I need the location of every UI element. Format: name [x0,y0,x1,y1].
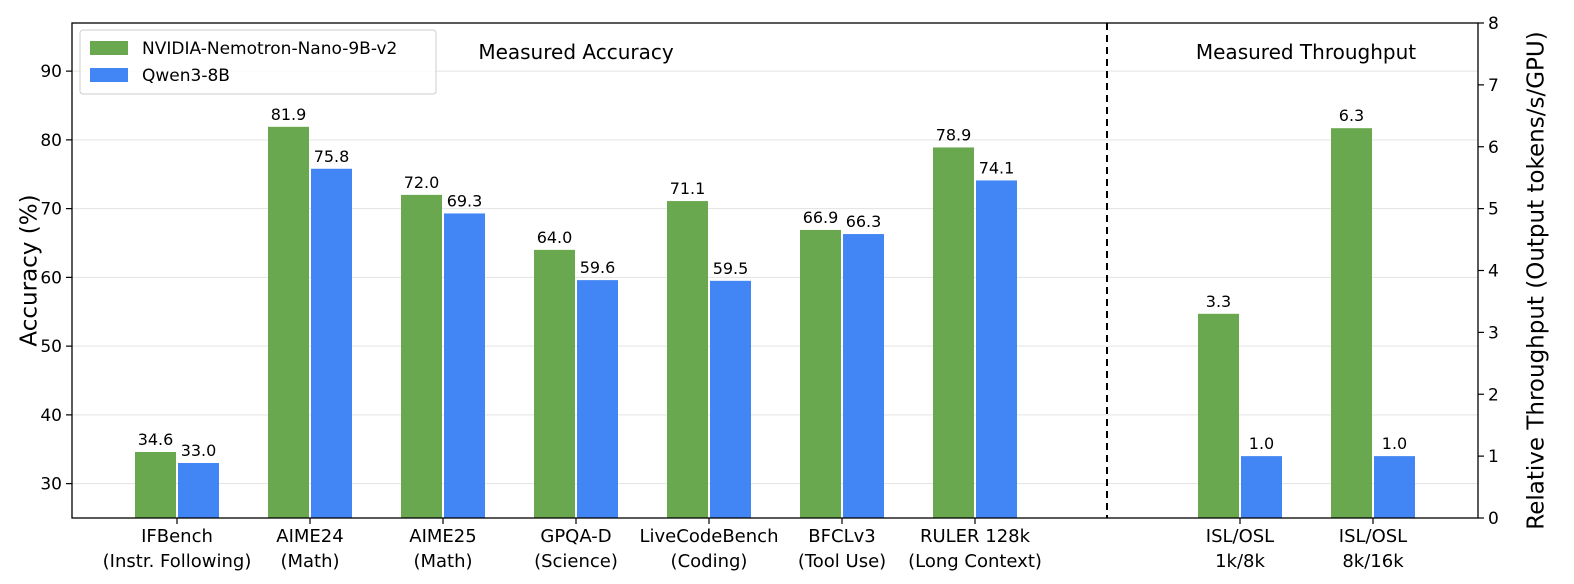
bar-nemotron-accuracy-0 [135,452,176,518]
value-label: 1.0 [1382,434,1407,453]
y-axis-title-left: Accuracy (%) [17,194,43,346]
left-tick-label: 70 [40,200,62,220]
category-label: ISL/OSL [1206,526,1274,547]
value-label: 1.0 [1249,434,1274,453]
bar-nemotron-accuracy-5 [800,229,841,518]
legend-label-qwen: Qwen3-8B [142,66,230,86]
right-tick-label: 6 [1488,138,1499,158]
value-label: 59.5 [713,259,749,278]
category-label: IFBench [141,526,213,547]
bar-qwen-throughput-0 [1241,456,1282,518]
category-sublabel: (Math) [280,551,339,572]
bar-qwen-accuracy-6 [976,180,1017,518]
right-tick-label: 3 [1488,323,1499,343]
value-label: 33.0 [181,441,217,460]
legend-label-nemotron: NVIDIA-Nemotron-Nano-9B-v2 [142,39,397,59]
left-tick-label: 30 [40,475,62,495]
category-label: AIME25 [409,526,476,547]
bar-nemotron-accuracy-6 [933,147,974,518]
value-label: 81.9 [271,105,307,124]
right-tick-label: 4 [1488,262,1499,282]
category-sublabel: (Coding) [671,551,748,572]
bar-qwen-accuracy-4 [710,280,751,518]
category-sublabel: (Instr. Following) [103,551,252,572]
bar-qwen-throughput-1 [1374,456,1415,518]
value-label: 78.9 [936,125,972,144]
category-sublabel: 1k/8k [1215,551,1265,572]
left-tick-label: 60 [40,268,62,288]
value-label: 69.3 [447,191,483,210]
legend: NVIDIA-Nemotron-Nano-9B-v2 Qwen3-8B [79,29,437,95]
value-label: 71.1 [670,179,706,198]
right-axis: 0 1 2 3 4 5 6 7 8 [1478,14,1499,529]
category-label: LiveCodeBench [640,526,779,547]
left-tick-label: 50 [40,337,62,357]
category-label: RULER 128k [920,526,1031,547]
value-label: 75.8 [314,147,350,166]
category-sublabel: 8k/16k [1342,551,1404,572]
left-axis: 30 40 50 60 70 80 90 [40,62,72,495]
bar-qwen-accuracy-1 [311,168,352,518]
right-tick-label: 1 [1488,447,1499,467]
right-tick-label: 7 [1488,76,1499,96]
value-label: 72.0 [404,173,440,192]
value-label: 34.6 [138,430,174,449]
x-axis: IFBench (Instr. Following) AIME24 (Math) AIM… [103,518,1407,572]
value-label: 6.3 [1339,106,1364,125]
value-label: 66.3 [846,212,882,231]
category-sublabel: (Tool Use) [798,551,886,572]
bar-nemotron-throughput-1 [1331,128,1372,518]
right-tick-label: 8 [1488,14,1499,34]
category-sublabel: (Science) [534,551,618,572]
legend-swatch-qwen [90,68,128,82]
section-label-accuracy: Measured Accuracy [478,40,674,64]
value-label: 59.6 [580,258,616,277]
bar-nemotron-throughput-0 [1198,313,1239,518]
value-label: 64.0 [537,228,573,247]
bar-nemotron-accuracy-1 [268,126,309,518]
category-label: ISL/OSL [1339,526,1407,547]
bar-qwen-accuracy-0 [178,463,219,518]
bar-nemotron-accuracy-4 [667,201,708,518]
value-labels: 34.6 33.0 81.9 75.8 72.0 69.3 64.0 59.6 71.1 59.5… [138,105,1408,460]
category-label: BFCLv3 [808,526,875,547]
bar-qwen-accuracy-2 [444,213,485,518]
right-tick-label: 0 [1488,509,1499,529]
bar-qwen-accuracy-5 [843,234,884,518]
category-label: GPQA-D [540,526,611,547]
value-label: 74.1 [979,158,1015,177]
bar-nemotron-accuracy-2 [401,194,442,518]
left-tick-label: 40 [40,406,62,426]
legend-box [79,29,437,95]
bars [135,126,1415,518]
category-sublabel: (Math) [413,551,472,572]
legend-swatch-nemotron [90,41,128,55]
right-tick-label: 2 [1488,385,1499,405]
bar-nemotron-accuracy-3 [534,249,575,518]
left-tick-label: 80 [40,131,62,151]
section-label-throughput: Measured Throughput [1196,40,1416,64]
left-tick-label: 90 [40,62,62,82]
value-label: 3.3 [1206,292,1231,311]
value-label: 66.9 [803,208,839,227]
category-sublabel: (Long Context) [908,551,1042,572]
category-label: AIME24 [276,526,343,547]
bar-qwen-accuracy-3 [577,280,618,518]
right-tick-label: 5 [1488,200,1499,220]
y-axis-title-right: Relative Throughput (Output tokens/s/GPU… [1524,31,1550,529]
